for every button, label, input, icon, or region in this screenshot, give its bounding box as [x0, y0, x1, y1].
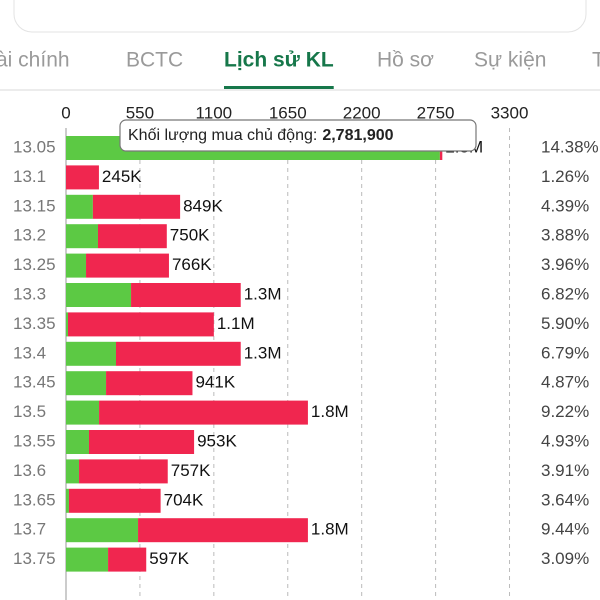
bar-segment — [66, 253, 87, 278]
category-label: 13.1 — [13, 167, 46, 186]
bar-segment — [66, 341, 116, 366]
x-tick-label: 550 — [126, 103, 154, 122]
bar-segment — [68, 488, 161, 513]
x-tick-label: 1100 — [196, 103, 233, 122]
bar-segment — [66, 518, 139, 543]
category-label: 13.75 — [13, 549, 56, 568]
category-label: 13.15 — [13, 196, 56, 215]
share-label: 9.22% — [541, 402, 589, 421]
bar-segment — [66, 194, 93, 219]
total-label: 1.8M — [311, 520, 349, 539]
tab[interactable]: BCTC — [126, 49, 183, 72]
tooltip-label: Khối lượng mua chủ động: — [128, 127, 317, 144]
total-label: 750K — [170, 226, 210, 245]
share-label: 6.82% — [541, 284, 589, 303]
bar-segment — [66, 400, 100, 425]
category-label: 13.6 — [13, 461, 46, 480]
total-label: 597K — [149, 549, 189, 568]
category-label: 13.4 — [13, 343, 46, 362]
total-label: 941K — [195, 373, 235, 392]
x-tick-label: 0 — [61, 103, 70, 122]
total-label: 245K — [102, 167, 142, 186]
tab[interactable]: T — [592, 49, 600, 72]
total-label: 1.1M — [217, 314, 255, 333]
share-label: 4.93% — [541, 431, 589, 450]
total-label: 1.3M — [244, 284, 282, 303]
share-label: 9.44% — [541, 520, 589, 539]
tab-underline — [224, 86, 334, 89]
category-label: 13.3 — [13, 284, 46, 303]
category-label: 13.35 — [13, 314, 56, 333]
tooltip: Khối lượng mua chủ động: 2,781,900 — [119, 119, 477, 152]
share-label: 3.64% — [541, 490, 589, 509]
bar-segment — [66, 488, 69, 513]
share-label: 3.96% — [541, 255, 589, 274]
bar-segment — [66, 283, 132, 307]
category-label: 13.2 — [13, 226, 46, 245]
bar-segment — [66, 459, 80, 484]
category-label: 13.55 — [13, 431, 56, 450]
category-label: 13.7 — [13, 520, 46, 539]
category-label: 13.45 — [13, 373, 56, 392]
share-label: 4.87% — [541, 373, 589, 392]
bar-segment — [131, 283, 241, 307]
category-label: 13.65 — [13, 490, 56, 509]
tab[interactable]: Hồ sơ — [377, 49, 434, 72]
search-card — [13, 0, 587, 33]
bar-segment — [66, 547, 109, 572]
bar-segment — [66, 430, 89, 454]
total-label: 849K — [183, 196, 223, 215]
share-label: 1.26% — [541, 167, 589, 186]
total-label: 953K — [197, 431, 237, 450]
bar-segment — [92, 194, 181, 219]
bar-segment — [66, 371, 107, 396]
total-label: 1.8M — [311, 402, 349, 421]
x-tick-label: 2200 — [343, 103, 381, 122]
share-label: 5.90% — [541, 314, 589, 333]
total-label: 704K — [164, 490, 204, 509]
bar-segment — [115, 341, 241, 366]
tooltip-text: Khối lượng mua chủ động: 2,781,900 — [128, 127, 394, 144]
tab[interactable]: ài chính — [0, 49, 70, 72]
x-tick-label: 3300 — [491, 103, 529, 122]
x-tick-label: 1650 — [269, 103, 307, 122]
bar-segment — [108, 547, 147, 572]
tooltip-box — [119, 119, 477, 152]
bar-segment — [97, 224, 167, 249]
share-label: 3.88% — [541, 226, 589, 245]
bar-segment — [99, 400, 308, 425]
total-label: 757K — [171, 461, 211, 480]
bar-segment — [138, 518, 308, 543]
bar-segment — [86, 253, 169, 278]
tab[interactable]: Sự kiện — [474, 49, 546, 72]
category-label: 13.25 — [13, 255, 56, 274]
bar-segment — [66, 312, 69, 337]
tooltip-value: 2,781,900 — [322, 127, 393, 144]
share-label: 3.91% — [541, 461, 589, 480]
category-label: 13.05 — [13, 137, 56, 156]
share-label: 3.09% — [541, 549, 589, 568]
category-label: 13.5 — [13, 402, 46, 421]
bar-segment — [106, 371, 193, 396]
x-tick-label: 2750 — [417, 103, 455, 122]
total-label: 766K — [172, 255, 212, 274]
bar-segment — [66, 165, 99, 190]
bar-segment — [79, 459, 168, 484]
tab[interactable]: Lịch sử KL — [224, 49, 334, 72]
share-label: 6.79% — [541, 343, 589, 362]
share-label: 14.38% — [541, 137, 599, 156]
share-label: 4.39% — [541, 196, 589, 215]
bar-segment — [88, 430, 195, 454]
total-label: 1.3M — [244, 343, 282, 362]
bar-segment — [66, 224, 98, 249]
bar-segment — [68, 312, 214, 337]
